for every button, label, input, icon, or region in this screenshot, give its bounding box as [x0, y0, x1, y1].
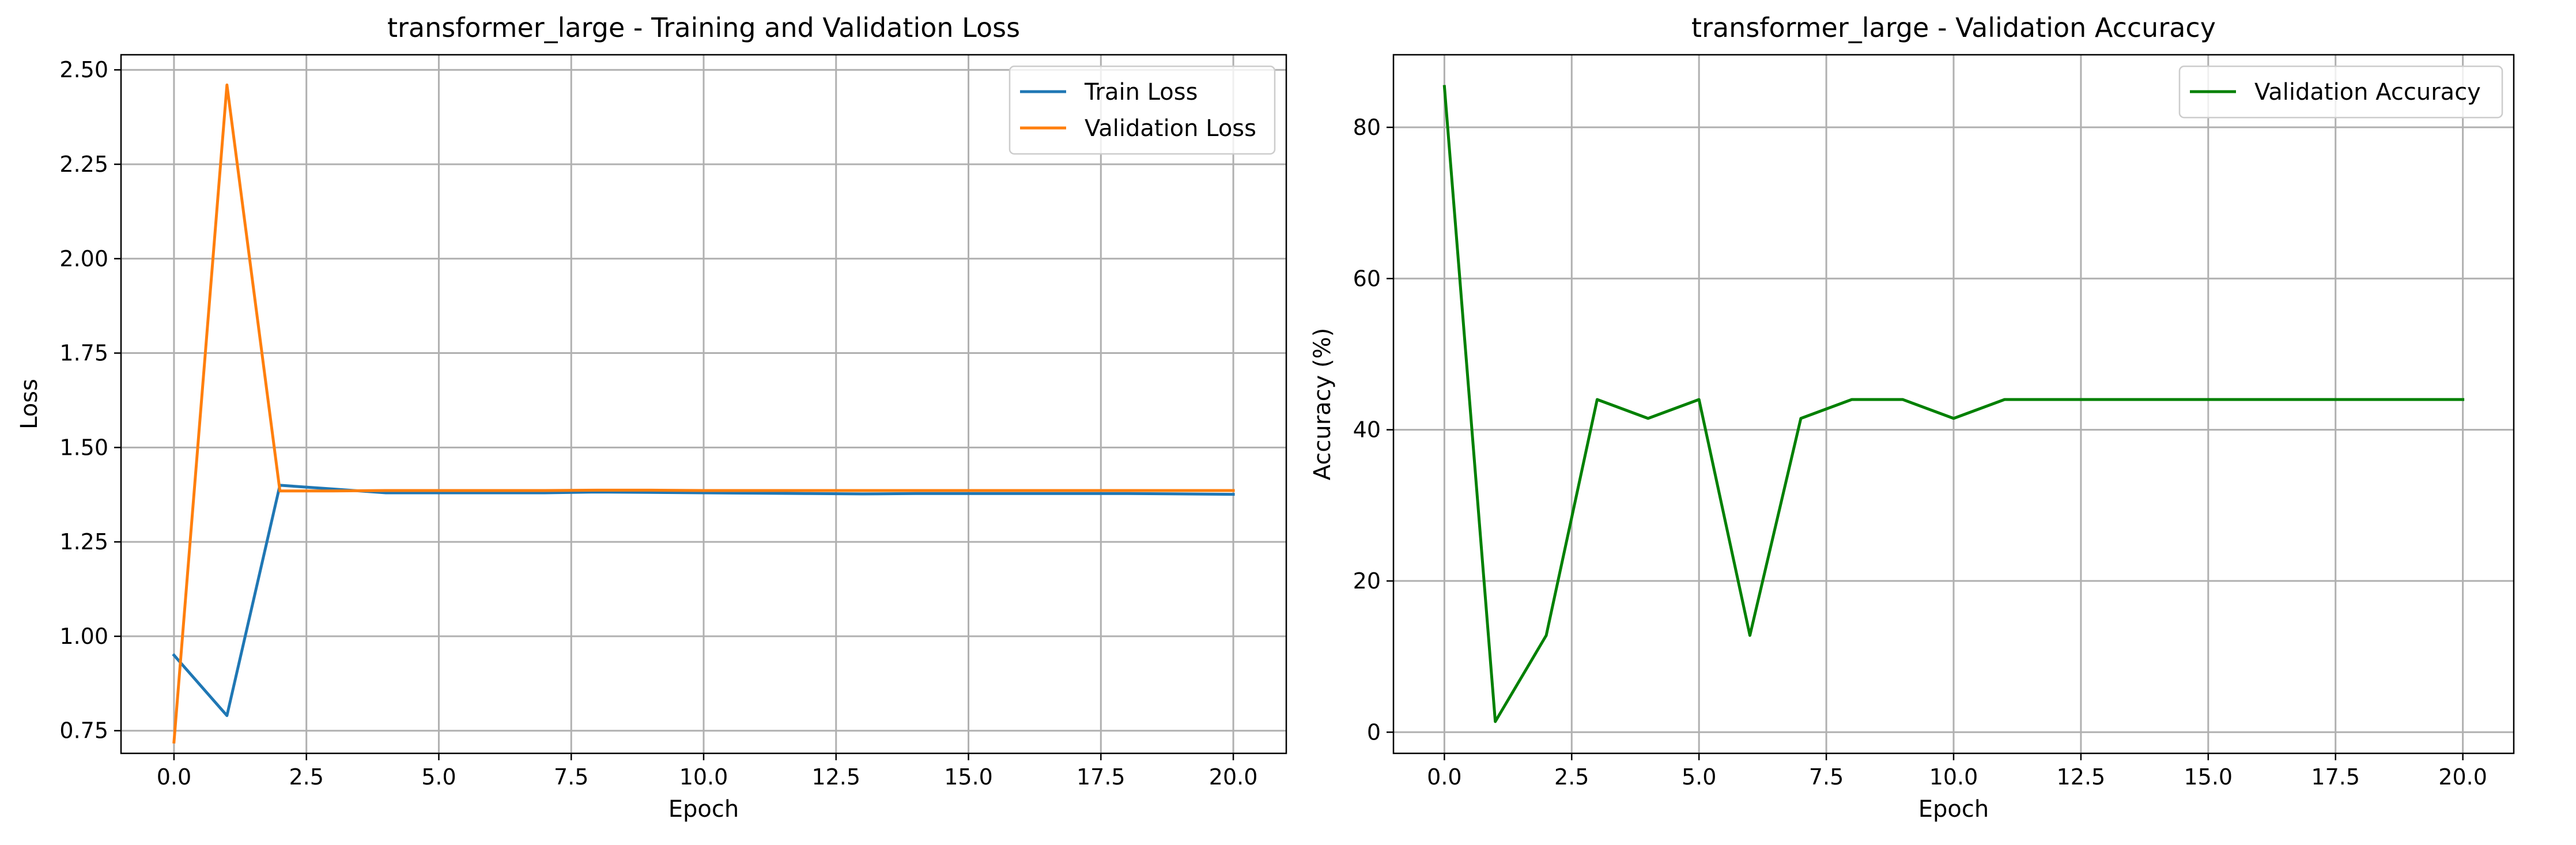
grid: [1393, 55, 2514, 753]
y-tick-label: 80: [1353, 115, 1381, 140]
x-axis-label: Epoch: [1918, 796, 1989, 823]
x-tick-label: 7.5: [554, 764, 588, 790]
y-tick-label: 2.50: [59, 57, 108, 82]
x-tick-label: 0.0: [1427, 764, 1461, 790]
y-tick-label: 1.00: [59, 624, 108, 649]
x-axis-ticks: 0.0 2.5 5.0 7.5 10.0 12.5 15.0 17.5 20.0: [1427, 753, 2487, 790]
x-axis-ticks: 0.0 2.5 5.0 7.5 10.0 12.5 15.0 17.5 20.0: [157, 753, 1258, 790]
legend-label: Validation Accuracy: [2254, 79, 2481, 105]
legend-box: [2178, 65, 2503, 119]
y-tick-label: 1.25: [59, 529, 108, 554]
y-tick-label: 2.25: [59, 152, 108, 177]
legend-box: [1009, 65, 1276, 155]
x-tick-label: 17.5: [1077, 764, 1125, 790]
x-axis-label: Epoch: [668, 796, 739, 823]
y-axis-label: Loss: [16, 379, 43, 429]
y-tick-label: 1.50: [59, 435, 108, 460]
x-tick-label: 20.0: [1209, 764, 1258, 790]
y-tick-label: 40: [1353, 417, 1381, 443]
grid: [121, 55, 1286, 753]
y-tick-label: 2.00: [59, 246, 108, 271]
legend-label: Train Loss: [1084, 79, 1198, 105]
chart-panel-1: 0.0 2.5 5.0 7.5 10.0 12.5 15.0 17.5 20.0 0.75 1.00…: [16, 12, 1287, 823]
x-tick-label: 12.5: [811, 764, 860, 790]
x-tick-label: 5.0: [421, 764, 456, 790]
panels: 0.0 2.5 5.0 7.5 10.0 12.5 15.0 17.5 20.0 0.75 1.00…: [16, 12, 2515, 823]
y-axis-ticks: 0.75 1.00 1.25 1.50 1.75 2.00 2.25 2.50: [59, 57, 121, 744]
x-tick-label: 2.5: [289, 764, 323, 790]
series-group: [172, 83, 1235, 744]
series-line-validation-loss: [172, 83, 1235, 744]
y-tick-label: 60: [1353, 266, 1381, 291]
legend-label: Validation Loss: [1085, 115, 1256, 142]
y-tick-label: 0: [1367, 719, 1381, 745]
x-tick-label: 10.0: [679, 764, 728, 790]
chart-panel-2: 0.0 2.5 5.0 7.5 10.0 12.5 15.0 17.5 20.0 0 20 40 60 8…: [1309, 12, 2515, 823]
series-line-validation-accuracy: [1442, 85, 2465, 723]
series-group: [1442, 85, 2465, 723]
x-tick-label: 7.5: [1809, 764, 1844, 790]
legend: Train Loss Validation Loss: [1009, 65, 1276, 155]
chart-title: transformer_large - Validation Accuracy: [1691, 12, 2216, 43]
y-axis-ticks: 0 20 40 60 80: [1353, 115, 1393, 745]
x-tick-label: 2.5: [1554, 764, 1589, 790]
x-tick-label: 20.0: [2438, 764, 2487, 790]
x-tick-label: 15.0: [944, 764, 993, 790]
chart-title: transformer_large - Training and Validat…: [387, 12, 1020, 43]
y-tick-label: 20: [1353, 568, 1381, 594]
y-tick-label: 1.75: [59, 341, 108, 366]
x-tick-label: 15.0: [2184, 764, 2233, 790]
x-tick-label: 5.0: [1682, 764, 1716, 790]
y-tick-label: 0.75: [59, 718, 108, 744]
y-axis-label: Accuracy (%): [1309, 328, 1336, 481]
x-tick-label: 12.5: [2057, 764, 2106, 790]
x-tick-label: 17.5: [2311, 764, 2360, 790]
legend: Validation Accuracy: [2178, 65, 2503, 119]
x-tick-label: 10.0: [1929, 764, 1978, 790]
x-tick-label: 0.0: [157, 764, 191, 790]
